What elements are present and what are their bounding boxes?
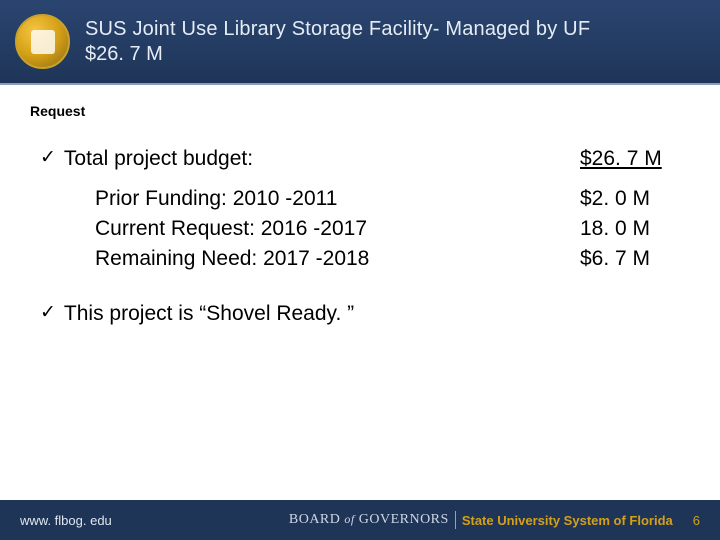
- footer-governors-word: GOVERNORS: [359, 512, 449, 527]
- footer-board-word: BOARD: [289, 512, 341, 527]
- footer-board-text: BOARD of GOVERNORS: [289, 512, 449, 528]
- remaining-need-label: Remaining Need: 2017 -2018: [95, 244, 580, 274]
- current-request-label: Current Request: 2016 -2017: [95, 214, 580, 244]
- footer-divider-icon: [455, 511, 456, 529]
- slide-title-line1: SUS Joint Use Library Storage Facility- …: [85, 18, 590, 41]
- page-number: 6: [693, 513, 700, 528]
- remaining-need-value: $6. 7 M: [580, 244, 690, 274]
- footer-sus-text: State University System of Florida: [462, 513, 673, 528]
- bullet-total-budget: ✓ Total project budget: $26. 7 M: [40, 144, 690, 174]
- prior-funding-value: $2. 0 M: [580, 184, 690, 214]
- slide-footer: www. flbog. edu BOARD of GOVERNORS State…: [0, 500, 720, 540]
- remaining-need-row: Remaining Need: 2017 -2018 $6. 7 M: [95, 244, 690, 274]
- footer-url: www. flbog. edu: [20, 513, 112, 528]
- current-request-row: Current Request: 2016 -2017 18. 0 M: [95, 214, 690, 244]
- checkmark-icon: ✓: [40, 144, 56, 171]
- slide-header: SUS Joint Use Library Storage Facility- …: [0, 0, 720, 85]
- slide-content: Request ✓ Total project budget: $26. 7 M…: [0, 85, 720, 329]
- total-budget-value: $26. 7 M: [580, 144, 690, 174]
- slide-title-line2: $26. 7 M: [85, 43, 590, 66]
- footer-of-word: of: [344, 512, 354, 526]
- funding-breakdown: Prior Funding: 2010 -2011 $2. 0 M Curren…: [95, 184, 690, 274]
- slide-title-block: SUS Joint Use Library Storage Facility- …: [85, 18, 590, 66]
- current-request-value: 18. 0 M: [580, 214, 690, 244]
- request-label: Request: [30, 103, 690, 119]
- prior-funding-row: Prior Funding: 2010 -2011 $2. 0 M: [95, 184, 690, 214]
- florida-seal-icon: [15, 14, 70, 69]
- checkmark-icon: ✓: [40, 299, 56, 326]
- bullet-list: ✓ Total project budget: $26. 7 M Prior F…: [30, 144, 690, 329]
- total-budget-label: Total project budget:: [64, 144, 580, 174]
- bullet-shovel-ready: ✓ This project is “Shovel Ready. ”: [40, 299, 690, 329]
- shovel-ready-label: This project is “Shovel Ready. ”: [64, 299, 690, 329]
- prior-funding-label: Prior Funding: 2010 -2011: [95, 184, 580, 214]
- footer-right-block: BOARD of GOVERNORS State University Syst…: [289, 511, 700, 529]
